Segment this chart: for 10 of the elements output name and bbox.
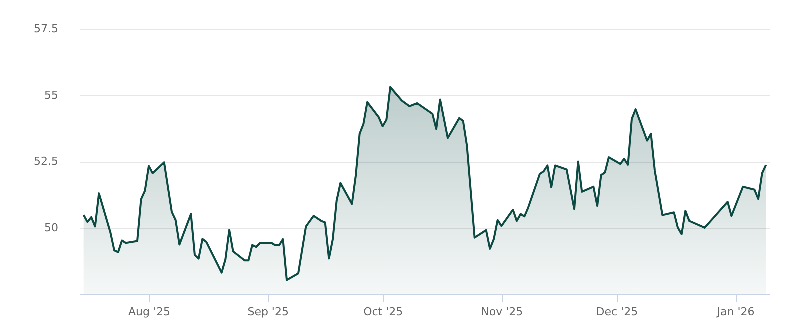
x-tick-label: Oct '25 [364, 306, 404, 318]
y-tick-label: 55 [44, 88, 58, 102]
x-tick-label: Sep '25 [248, 306, 289, 318]
y-tick-label: 57.5 [34, 22, 58, 36]
x-tick-label: Aug '25 [128, 306, 170, 318]
x-tick-label: Nov '25 [481, 306, 524, 318]
x-tick-label: Dec '25 [596, 306, 638, 318]
y-tick-label: 50 [44, 221, 58, 234]
x-tick-label: Jan '26 [716, 306, 755, 318]
y-tick-label: 52.5 [34, 155, 58, 168]
